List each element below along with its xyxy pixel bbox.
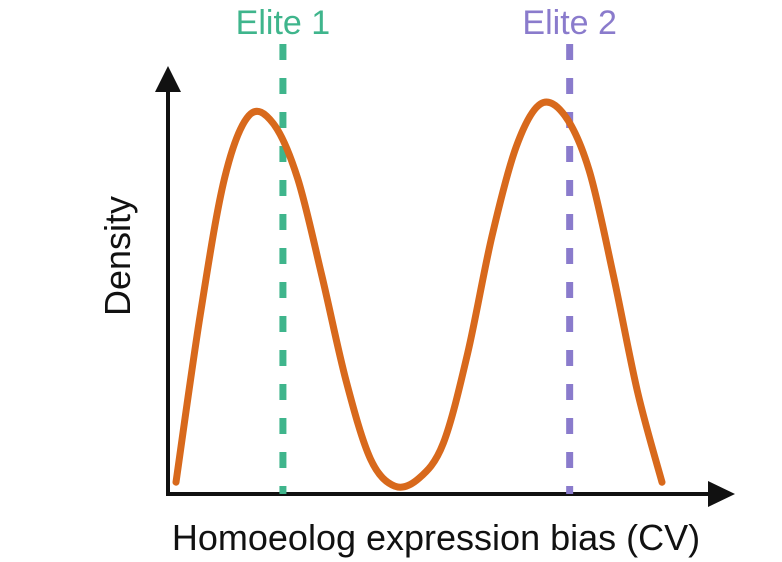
x-axis-title: Homoeolog expression bias (CV)	[172, 517, 700, 558]
y-axis-title: Density	[97, 196, 138, 316]
y-axis-arrowhead	[155, 66, 181, 92]
density-curve	[172, 98, 666, 491]
x-axis-arrowhead	[708, 481, 735, 507]
elite1-label: Elite 1	[236, 4, 331, 42]
elite2-label: Elite 2	[522, 4, 617, 42]
